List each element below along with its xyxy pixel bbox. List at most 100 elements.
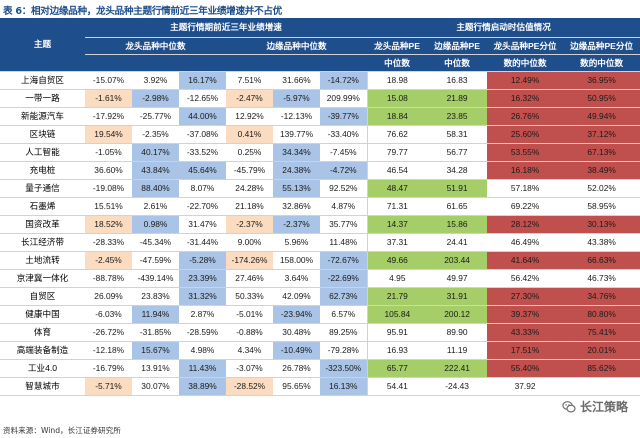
edge-pe-pct-header: 边缘品种PE分位 xyxy=(563,37,640,55)
table-cell: 222.41 xyxy=(427,359,488,378)
theme-name-cell: 石墨烯 xyxy=(0,197,85,216)
table-cell: 203.44 xyxy=(427,251,488,270)
table-cell: 49.66 xyxy=(366,251,428,270)
table-cell: -1.05% xyxy=(85,143,132,162)
theme-name-cell: 长江经济带 xyxy=(0,233,85,252)
table-cell: -15.07% xyxy=(85,71,132,90)
table-cell: 95.65% xyxy=(273,377,320,396)
table-cell: -1.61% xyxy=(85,89,132,108)
table-cell: 44.00% xyxy=(179,107,226,126)
table-cell: 24.41 xyxy=(427,233,488,252)
valuation-group-header: 主题行情启动时估值情况 xyxy=(367,18,640,38)
table-cell: 34.76% xyxy=(563,287,640,306)
table-cell: -39.77% xyxy=(320,107,368,126)
theme-name-cell: 一带一路 xyxy=(0,89,85,108)
table-cell: -26.72% xyxy=(85,323,132,342)
table-cell: 0.25% xyxy=(226,143,273,162)
table-cell: 85.62% xyxy=(563,359,640,378)
table-cell: 37.92 xyxy=(487,377,564,396)
table-row: 长江经济带 -28.33% -45.34% -31.44% 9.00% 5.96% 11.4… xyxy=(0,233,640,252)
theme-name-cell: 新能源汽车 xyxy=(0,107,85,126)
table-cell: 42.09% xyxy=(273,287,320,306)
table-cell: -2.35% xyxy=(132,125,179,144)
table-cell: 18.84 xyxy=(366,107,428,126)
table-row: 区块链 19.54% -2.35% -37.08% 0.41% 139.77% -33.40… xyxy=(0,125,640,144)
theme-name-cell: 土地流转 xyxy=(0,251,85,270)
table-cell: 55.40% xyxy=(487,359,564,378)
table-cell: 16.13% xyxy=(320,377,368,396)
table-row: 充电桩 36.60% 43.84% 45.64% -45.79% 24.38% -4.72%… xyxy=(0,161,640,180)
table-cell: 15.08 xyxy=(366,89,428,108)
theme-comparison-table: 主题 主题行情期前近三年业绩增速 主题行情启动时估值情况 龙头品种中位数 边缘品… xyxy=(0,18,640,396)
table-cell: 8.07% xyxy=(179,179,226,198)
table-cell: 26.76% xyxy=(487,107,564,126)
table-cell: -12.18% xyxy=(85,341,132,360)
table-cell: -2.37% xyxy=(273,215,320,234)
table-cell: 49.97 xyxy=(427,269,488,288)
table-cell: 16.32% xyxy=(487,89,564,108)
table-cell: -6.03% xyxy=(85,305,132,324)
table-cell: 4.87% xyxy=(320,197,368,216)
table-cell: 209.99% xyxy=(320,89,368,108)
table-cell: 158.00% xyxy=(273,251,320,270)
table-cell: 2.61% xyxy=(132,197,179,216)
table-cell: 24.38% xyxy=(273,161,320,180)
table-cell: -17.92% xyxy=(85,107,132,126)
table-cell: 11.19 xyxy=(427,341,488,360)
watermark-text: 长江策略 xyxy=(579,400,628,414)
table-cell: -2.37% xyxy=(226,215,273,234)
edge-pe-median-header: 中位数 xyxy=(427,54,488,72)
table-cell: 66.63% xyxy=(563,251,640,270)
table-cell: 13.91% xyxy=(132,359,179,378)
table-cell: 51.91 xyxy=(427,179,488,198)
table-cell: 57.18% xyxy=(487,179,564,198)
table-cell: -19.08% xyxy=(85,179,132,198)
table-cell: -439.14% xyxy=(132,269,179,288)
theme-name-cell: 充电桩 xyxy=(0,161,85,180)
table-cell: 56.77 xyxy=(427,143,488,162)
table-cell: 43.84% xyxy=(132,161,179,180)
table-cell: -323.50% xyxy=(320,359,368,378)
table-row: 工业4.0 -16.79% 13.91% 11.43% -3.07% 26.78% -323… xyxy=(0,359,640,378)
table-cell: 15.86 xyxy=(427,215,488,234)
table-cell: 53.55% xyxy=(487,143,564,162)
table-cell: 34.34% xyxy=(273,143,320,162)
growth-group-header: 主题行情期前近三年业绩增速 xyxy=(85,18,368,38)
leader-pct-median-header: 数的中位数 xyxy=(487,54,564,72)
table-cell: -33.52% xyxy=(179,143,226,162)
table-cell: 3.64% xyxy=(273,269,320,288)
theme-name-cell: 京津冀一体化 xyxy=(0,269,85,288)
table-cell: -2.47% xyxy=(226,89,273,108)
table-cell: 4.95 xyxy=(366,269,428,288)
theme-header: 主题 xyxy=(0,18,85,72)
theme-name-cell: 国资改革 xyxy=(0,215,85,234)
table-cell: 30.07% xyxy=(132,377,179,396)
table-cell: 200.12 xyxy=(427,305,488,324)
table-cell: 80.80% xyxy=(563,305,640,324)
table-cell: -16.79% xyxy=(85,359,132,378)
table-cell: 50.33% xyxy=(226,287,273,306)
table-cell: 41.64% xyxy=(487,251,564,270)
table-cell: -33.40% xyxy=(320,125,368,144)
table-cell: 15.67% xyxy=(132,341,179,360)
table-cell: 55.13% xyxy=(273,179,320,198)
table-cell: 23.39% xyxy=(179,269,226,288)
table-cell: 14.37 xyxy=(366,215,428,234)
theme-name-cell: 上海自贸区 xyxy=(0,71,85,90)
table-cell: 69.22% xyxy=(487,197,564,216)
table-cell: 56.42% xyxy=(487,269,564,288)
table-cell: 4.34% xyxy=(226,341,273,360)
table-cell: 79.77 xyxy=(366,143,428,162)
table-cell: -0.88% xyxy=(226,323,273,342)
table-cell: 26.78% xyxy=(273,359,320,378)
table-row: 京津冀一体化 -88.78% -439.14% 23.39% 27.46% 3.64% -2… xyxy=(0,269,640,288)
table-cell: 46.54 xyxy=(366,161,428,180)
table-cell: -10.49% xyxy=(273,341,320,360)
table-cell: 7.51% xyxy=(226,71,273,90)
wechat-icon xyxy=(562,400,576,413)
table-cell: 139.77% xyxy=(273,125,320,144)
table-cell: -5.97% xyxy=(273,89,320,108)
table-cell: 36.60% xyxy=(85,161,132,180)
table-cell: 25.60% xyxy=(487,125,564,144)
table-cell: 31.66% xyxy=(273,71,320,90)
